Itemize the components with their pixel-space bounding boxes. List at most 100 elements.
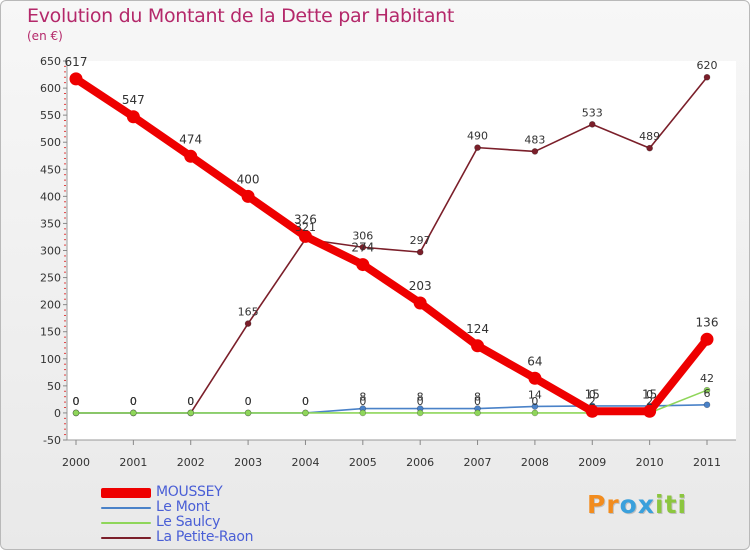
y-tick-label: 250 [40, 272, 61, 285]
data-label: 489 [639, 130, 660, 143]
y-tick-label: 200 [40, 299, 61, 312]
legend-swatch [101, 488, 151, 498]
data-label: 274 [351, 241, 374, 255]
data-point [416, 248, 424, 256]
x-tick-label: 2001 [119, 456, 147, 469]
data-point [298, 229, 312, 243]
data-label: 0 [245, 395, 252, 408]
y-tick-label: 300 [40, 245, 61, 258]
legend-label: MOUSSEY [156, 484, 223, 500]
y-tick-label: 400 [40, 190, 61, 203]
y-tick-label: 350 [40, 217, 61, 230]
x-tick-label: 2003 [234, 456, 262, 469]
data-label: 547 [122, 93, 145, 107]
data-point [703, 73, 711, 81]
logo-letter: i [677, 490, 688, 519]
data-label: 0 [187, 395, 194, 408]
x-tick-label: 2002 [177, 456, 205, 469]
data-label: 124 [466, 322, 489, 336]
data-point [130, 409, 137, 417]
data-label: 8 [359, 391, 366, 404]
legend-swatch [101, 537, 151, 539]
data-point [474, 144, 481, 151]
data-point [356, 258, 370, 272]
data-label: 490 [467, 130, 488, 143]
x-tick-label: 2005 [349, 456, 377, 469]
data-label: 474 [179, 132, 202, 146]
y-tick-label: 100 [40, 353, 61, 366]
logo-letter: i [655, 490, 665, 519]
data-point [244, 320, 252, 327]
y-tick-label: 500 [40, 136, 61, 149]
data-point [413, 296, 427, 310]
data-point [703, 401, 711, 409]
proxiti-logo: Proxiti [587, 490, 687, 519]
legend-swatch [101, 522, 151, 524]
data-point [646, 144, 653, 152]
logo-letter: t [664, 490, 678, 519]
data-label: 0 [474, 395, 481, 408]
data-point [471, 339, 485, 353]
data-label: 617 [65, 55, 88, 69]
y-tick-label: -50 [43, 434, 61, 447]
data-point [126, 110, 140, 124]
series-line [72, 74, 711, 416]
data-label: 0 [130, 395, 137, 408]
y-tick-label: 0 [54, 407, 61, 420]
data-label: 483 [524, 133, 545, 146]
data-label: 0 [302, 395, 309, 408]
data-label: 321 [295, 221, 316, 234]
data-label: 0 [73, 395, 80, 408]
data-point [244, 409, 252, 417]
data-point [184, 149, 198, 163]
logo-letter: o [619, 490, 638, 519]
legend-label: La Petite-Raon [156, 529, 254, 545]
data-point [474, 409, 481, 417]
legend-swatch [101, 507, 151, 509]
data-point [72, 409, 80, 417]
x-tick-label: 2006 [406, 456, 434, 469]
data-point [531, 148, 539, 155]
y-tick-label: 50 [47, 380, 61, 393]
data-label: 0 [359, 395, 366, 408]
data-point [359, 409, 367, 417]
chart-title: Evolution du Montant de la Dette par Hab… [27, 5, 455, 27]
data-label: 0 [73, 395, 80, 408]
x-tick-label: 2007 [464, 456, 492, 469]
data-label: 0 [531, 395, 538, 408]
legend-label: Le Saulcy [156, 514, 221, 530]
data-label: 14 [528, 388, 542, 401]
data-label: 203 [409, 279, 432, 293]
data-label: 8 [417, 391, 424, 404]
data-label: 0 [187, 395, 194, 408]
data-label: 0 [417, 395, 424, 408]
data-label: 0 [589, 388, 596, 401]
data-point [359, 243, 367, 251]
logo-letter: r [606, 490, 620, 519]
x-tick-label: 2000 [62, 456, 90, 469]
x-tick-label: 2008 [521, 456, 549, 469]
data-label: 306 [352, 229, 373, 242]
x-tick-label: 2011 [693, 456, 721, 469]
data-label: 0 [130, 395, 137, 408]
data-label: 15 [585, 387, 600, 401]
y-tick-label: 450 [40, 163, 61, 176]
data-point [187, 409, 195, 417]
data-label: 297 [410, 234, 431, 247]
data-point [700, 332, 714, 346]
data-point [241, 189, 255, 203]
data-point [528, 371, 542, 385]
data-point [585, 404, 599, 418]
data-label: 6 [704, 387, 711, 400]
data-label: 136 [696, 315, 719, 329]
data-label: 15 [642, 387, 657, 401]
data-label: 165 [238, 306, 259, 319]
data-label: 0 [130, 395, 137, 408]
data-point [302, 409, 309, 417]
logo-letter: x [637, 490, 655, 519]
data-label: 0 [187, 395, 194, 408]
data-label: 533 [582, 106, 603, 119]
data-label: 8 [474, 391, 481, 404]
legend-label: Le Mont [156, 499, 210, 515]
